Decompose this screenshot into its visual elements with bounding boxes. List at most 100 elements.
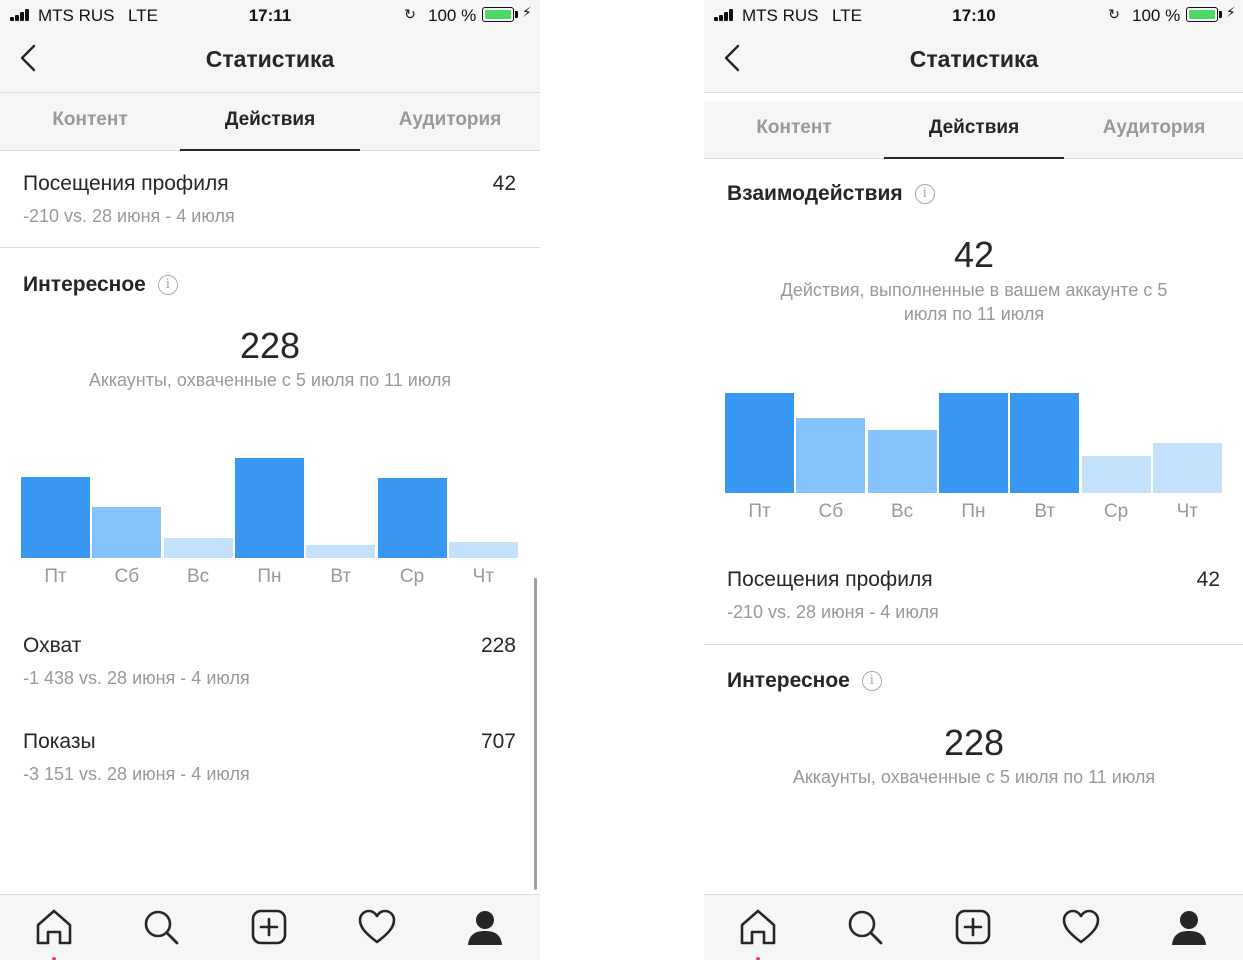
impressions-compare: -3 151 vs. 28 июня - 4 июля <box>23 764 250 784</box>
status-bar: MTS RUS LTE 17:11 ↻ 100 % ⚡ <box>0 0 540 30</box>
profile-visits-value: 42 <box>492 172 516 195</box>
tab-content[interactable]: Контент <box>52 109 128 130</box>
bar-3[interactable] <box>867 430 937 493</box>
signal-icon <box>10 9 34 21</box>
nav-profile[interactable] <box>1167 905 1211 949</box>
profile-visits-compare: -210 vs. 28 июня - 4 июля <box>23 206 235 226</box>
tab-actions[interactable]: Действия <box>884 101 1064 159</box>
discovery-description: Аккаунты, охваченные с 5 июля по 11 июля <box>792 767 1156 787</box>
search-icon <box>848 910 883 945</box>
stats-content[interactable]: Взаимодействия i 42 Действия, выполненные… <box>704 159 1243 894</box>
bar-7[interactable] <box>448 542 518 558</box>
tab-audience[interactable]: Аудитория <box>398 109 502 130</box>
tab-actions[interactable]: Действия <box>180 93 360 151</box>
reach-value: 228 <box>480 634 516 657</box>
tab-bar: Контент Действия Аудитория <box>704 101 1243 159</box>
nav-activity[interactable] <box>355 905 399 949</box>
activity-heart-icon <box>358 909 396 944</box>
nav-profile[interactable] <box>463 905 507 949</box>
nav-search[interactable] <box>139 905 183 949</box>
carrier-name: MTS RUS <box>38 6 115 25</box>
interactions-section-title: Взаимодействия i <box>727 182 935 206</box>
profile-visits-label: Посещения профиля <box>23 172 229 195</box>
phone-screen-left: MTS RUS LTE 17:11 ↻ 100 % ⚡ Статистика К… <box>0 0 540 960</box>
back-button[interactable] <box>720 43 746 73</box>
profile-visits-compare: -210 vs. 28 июня - 4 июля <box>727 602 939 622</box>
bar-1[interactable] <box>21 477 90 558</box>
nav-add-post[interactable] <box>951 905 995 949</box>
charging-icon: ⚡ <box>1226 4 1236 20</box>
tab-audience[interactable]: Аудитория <box>1102 117 1206 138</box>
bar-5[interactable] <box>1010 393 1080 493</box>
bar-6[interactable] <box>377 478 447 558</box>
rotation-lock-icon: ↻ <box>404 6 416 22</box>
nav-home[interactable] <box>736 905 780 960</box>
activity-heart-icon <box>1062 909 1100 944</box>
axis-tick-label: Ср <box>399 566 425 587</box>
reach-compare: -1 438 vs. 28 июня - 4 июля <box>23 668 250 688</box>
bar-2[interactable] <box>92 507 162 558</box>
charging-icon: ⚡ <box>522 4 532 20</box>
battery-icon <box>1186 7 1222 22</box>
battery-icon <box>482 7 518 22</box>
discovery-title: Интересное <box>23 273 146 296</box>
info-icon[interactable]: i <box>914 184 935 205</box>
nav-header: Статистика <box>704 30 1243 93</box>
axis-tick-label: Пн <box>961 501 986 522</box>
nav-search[interactable] <box>843 905 887 949</box>
impressions-value: 707 <box>480 730 516 753</box>
bottom-tab-bar <box>0 894 540 960</box>
back-button[interactable] <box>16 43 42 73</box>
bar-2[interactable] <box>796 418 866 493</box>
chevron-left-icon <box>20 44 36 72</box>
axis-tick-label: Пт <box>44 566 67 587</box>
bar-6[interactable] <box>1081 456 1151 493</box>
impressions-row: Показы 707 -3 151 vs. 28 июня - 4 июля <box>23 730 516 785</box>
bar-1[interactable] <box>725 393 794 493</box>
page-title: Статистика <box>909 46 1039 72</box>
discovery-bar-chart <box>21 410 519 558</box>
bar-4[interactable] <box>938 393 1008 493</box>
axis-tick-label: Вт <box>1034 501 1056 522</box>
discovery-section-title: Интересное i <box>23 273 178 297</box>
profile-visits-row: Посещения профиля 42 -210 vs. 28 июня - … <box>727 568 1220 623</box>
profile-visits-row: Посещения профиля 42 -210 vs. 28 июня - … <box>23 172 516 227</box>
axis-tick-label: Чт <box>1176 501 1198 522</box>
home-icon <box>36 909 72 945</box>
axis-tick-label: Вс <box>187 566 210 587</box>
discovery-total: 228 <box>943 722 1005 763</box>
axis-tick-label: Сб <box>114 566 140 587</box>
status-time: 17:11 <box>248 6 292 25</box>
axis-tick-label: Вс <box>891 501 914 522</box>
network-type: LTE <box>832 6 862 25</box>
interactions-bar-chart <box>725 385 1223 493</box>
nav-home[interactable] <box>32 905 76 960</box>
impressions-label: Показы <box>23 730 96 753</box>
info-icon[interactable]: i <box>157 275 178 296</box>
nav-add-post[interactable] <box>247 905 291 949</box>
bar-7[interactable] <box>1152 443 1222 493</box>
bar-4[interactable] <box>234 458 304 558</box>
bar-5[interactable] <box>306 545 376 558</box>
status-time: 17:10 <box>952 6 996 25</box>
discovery-section-title: Интересное i <box>727 669 882 693</box>
nav-activity[interactable] <box>1059 905 1103 949</box>
axis-tick-label: Сб <box>818 501 844 522</box>
tab-content[interactable]: Контент <box>756 117 832 138</box>
reach-row: Охват 228 -1 438 vs. 28 июня - 4 июля <box>23 634 516 689</box>
discovery-total: 228 <box>239 325 301 366</box>
stats-content[interactable]: Посещения профиля 42 -210 vs. 28 июня - … <box>0 151 540 894</box>
profile-icon <box>468 911 502 945</box>
discovery-bar-chart <box>725 856 1223 894</box>
tab-bar: Контент Действия Аудитория <box>0 93 540 151</box>
scrollbar[interactable] <box>534 578 537 890</box>
axis-tick-label: Пт <box>748 501 771 522</box>
bottom-tab-bar <box>704 894 1243 960</box>
discovery-chart-axis: Пт Сб Вс Пн Вт Ср Чт <box>21 566 519 590</box>
battery-percent: 100 % <box>428 6 477 25</box>
search-icon <box>144 910 179 945</box>
axis-tick-label: Вт <box>330 566 352 587</box>
profile-visits-value: 42 <box>1196 568 1220 591</box>
bar-3[interactable] <box>163 538 233 558</box>
info-icon[interactable]: i <box>861 671 882 692</box>
